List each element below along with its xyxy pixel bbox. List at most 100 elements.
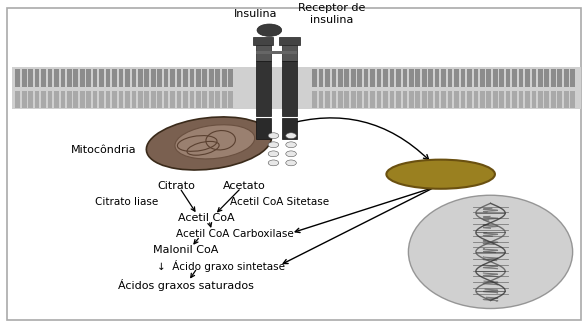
Bar (106, 69, 111, 87)
Text: ↓  Ácido graxo sintetase: ↓ Ácido graxo sintetase (156, 260, 285, 272)
Bar (345, 69, 349, 87)
Bar (358, 69, 362, 87)
Bar (409, 69, 414, 87)
Text: Citrato: Citrato (158, 181, 196, 191)
Bar (473, 91, 478, 108)
Circle shape (286, 151, 296, 157)
Bar (441, 91, 446, 108)
Bar (312, 69, 317, 87)
Bar (215, 69, 220, 87)
Bar (12, 67, 582, 110)
Bar (256, 42, 270, 61)
Bar (325, 69, 330, 87)
Bar (486, 69, 491, 87)
Bar (396, 91, 401, 108)
Bar (119, 69, 123, 87)
Bar (282, 42, 297, 61)
Circle shape (268, 151, 279, 157)
Bar (435, 91, 439, 108)
Bar (370, 91, 375, 108)
Bar (282, 61, 297, 116)
Bar (22, 69, 26, 87)
Ellipse shape (409, 195, 573, 308)
Bar (170, 69, 175, 87)
Bar (338, 69, 343, 87)
Bar (377, 91, 382, 108)
Bar (390, 69, 395, 87)
Bar (61, 69, 65, 87)
Bar (370, 69, 375, 87)
Text: Ácidos graxos saturados: Ácidos graxos saturados (118, 279, 253, 291)
Circle shape (268, 142, 279, 148)
Bar (256, 61, 270, 116)
Ellipse shape (146, 117, 272, 170)
Bar (196, 69, 201, 87)
Bar (422, 69, 426, 87)
Bar (228, 91, 233, 108)
Bar (164, 69, 169, 87)
Text: Citrato liase: Citrato liase (95, 197, 158, 207)
Bar (506, 91, 510, 108)
Bar (512, 91, 517, 108)
Bar (403, 69, 407, 87)
Text: Acetil CoA Carboxilase: Acetil CoA Carboxilase (176, 229, 294, 239)
Bar (538, 91, 543, 108)
Bar (125, 69, 130, 87)
Bar (132, 91, 136, 108)
Bar (209, 91, 213, 108)
Bar (48, 69, 52, 87)
Bar (41, 91, 46, 108)
Bar (132, 69, 136, 87)
Bar (145, 69, 149, 87)
Bar (99, 91, 104, 108)
Text: Acetil CoA Sitetase: Acetil CoA Sitetase (230, 197, 329, 207)
Bar (338, 91, 343, 108)
Bar (351, 91, 356, 108)
Bar (74, 91, 78, 108)
Bar (480, 91, 485, 108)
Bar (74, 69, 78, 87)
Bar (428, 69, 433, 87)
Bar (486, 91, 491, 108)
Bar (202, 69, 207, 87)
Bar (345, 91, 349, 108)
Bar (557, 69, 562, 87)
Bar (499, 69, 504, 87)
Bar (256, 118, 270, 139)
Bar (22, 91, 26, 108)
Bar (253, 37, 273, 45)
Bar (358, 91, 362, 108)
Text: Acetato: Acetato (223, 181, 266, 191)
Bar (454, 91, 459, 108)
Bar (215, 91, 220, 108)
Bar (409, 91, 414, 108)
Bar (377, 69, 382, 87)
Bar (99, 69, 104, 87)
Bar (332, 91, 336, 108)
Bar (364, 69, 369, 87)
Circle shape (286, 142, 296, 148)
Bar (28, 69, 33, 87)
Bar (138, 91, 143, 108)
Bar (473, 69, 478, 87)
Text: Malonil CoA: Malonil CoA (153, 245, 218, 255)
Bar (176, 91, 181, 108)
Bar (28, 91, 33, 108)
Ellipse shape (386, 160, 495, 189)
Bar (189, 69, 194, 87)
Bar (570, 69, 575, 87)
Bar (493, 91, 497, 108)
Bar (86, 91, 91, 108)
Bar (54, 69, 59, 87)
Bar (279, 37, 300, 45)
Bar (332, 69, 336, 87)
FancyBboxPatch shape (6, 8, 582, 320)
Bar (112, 69, 117, 87)
Bar (93, 69, 98, 87)
Bar (447, 69, 452, 87)
Bar (80, 91, 85, 108)
Bar (189, 91, 194, 108)
Bar (119, 91, 123, 108)
Ellipse shape (175, 125, 255, 159)
Bar (319, 69, 323, 87)
